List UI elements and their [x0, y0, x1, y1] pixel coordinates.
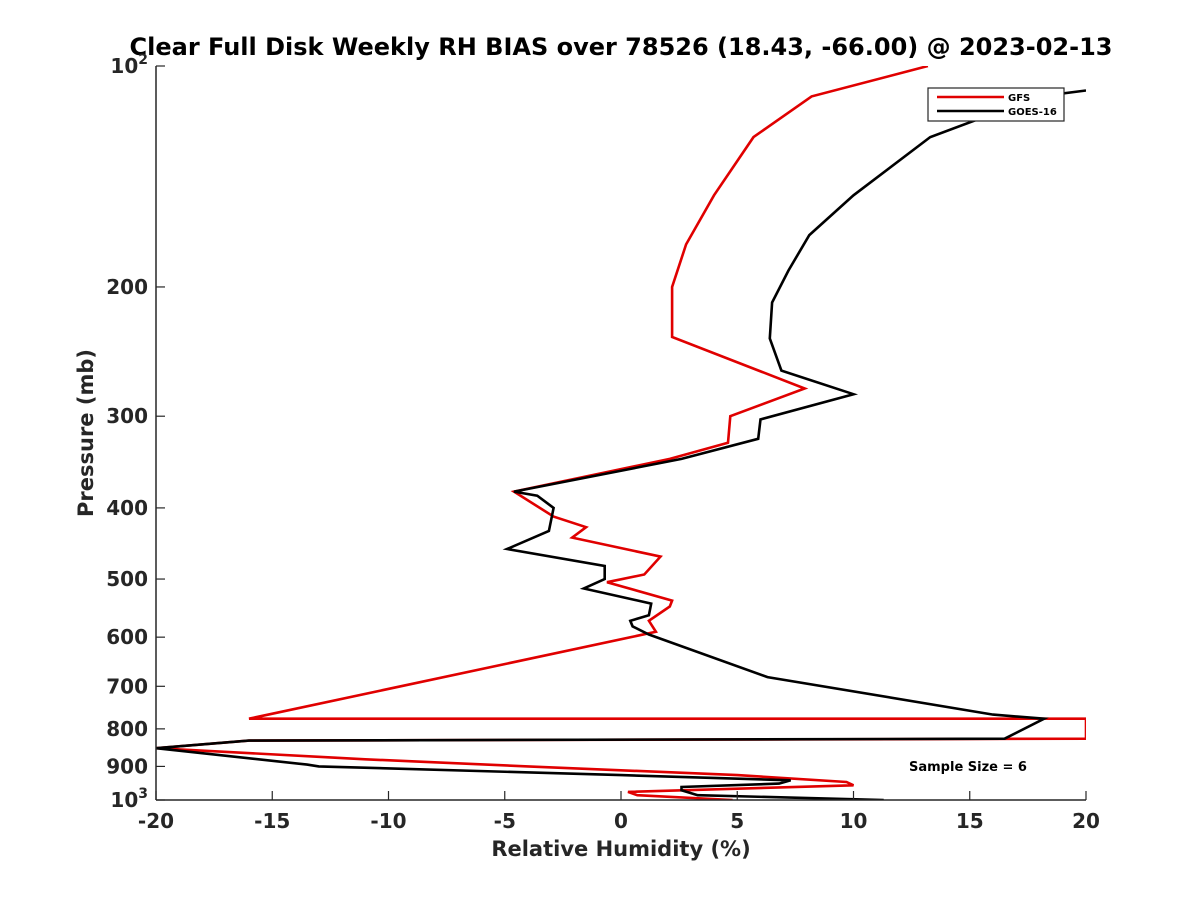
y-tick-label: 103: [110, 786, 148, 812]
y-tick-label: 900: [106, 754, 148, 778]
legend-label-gfs: GFS: [1008, 93, 1030, 104]
y-tick-label: 102: [110, 52, 148, 78]
x-tick-label: -5: [494, 809, 516, 833]
sample-size-annotation: Sample Size = 6: [909, 760, 1027, 775]
x-tick-label: 0: [614, 809, 628, 833]
legend-box: [927, 87, 1065, 122]
x-tick-label: 5: [730, 809, 744, 833]
series-line-gfs: [156, 66, 1086, 800]
y-tick-label: 400: [106, 496, 148, 520]
y-tick-label: 700: [106, 674, 148, 698]
x-tick-label: 10: [840, 809, 868, 833]
x-tick-label: -10: [370, 809, 406, 833]
x-axis-ticks: -20 -15 -10 -5 0 5 10 15 20: [138, 791, 1100, 833]
y-axis-ticks: 102 200 300 400 500 600 700 800 900 103: [106, 52, 165, 812]
series-line-goes16: [156, 89, 1086, 800]
y-axis-label: Pressure (mb): [74, 349, 98, 517]
plot-area: [156, 66, 1086, 800]
legend: GFS GOES-16: [927, 87, 1065, 122]
y-tick-label: 600: [106, 625, 148, 649]
y-tick-label: 800: [106, 717, 148, 741]
plot-lines: [156, 66, 1086, 800]
x-tick-label: -15: [254, 809, 290, 833]
chart-title: Clear Full Disk Weekly RH BIAS over 7852…: [130, 33, 1113, 61]
y-tick-label: 300: [106, 404, 148, 428]
x-tick-label: -20: [138, 809, 174, 833]
x-axis-label: Relative Humidity (%): [491, 837, 750, 861]
x-tick-label: 15: [956, 809, 984, 833]
y-tick-label: 500: [106, 567, 148, 591]
legend-label-goes16: GOES-16: [1008, 107, 1057, 118]
y-tick-label: 200: [106, 275, 148, 299]
x-tick-label: 20: [1072, 809, 1100, 833]
